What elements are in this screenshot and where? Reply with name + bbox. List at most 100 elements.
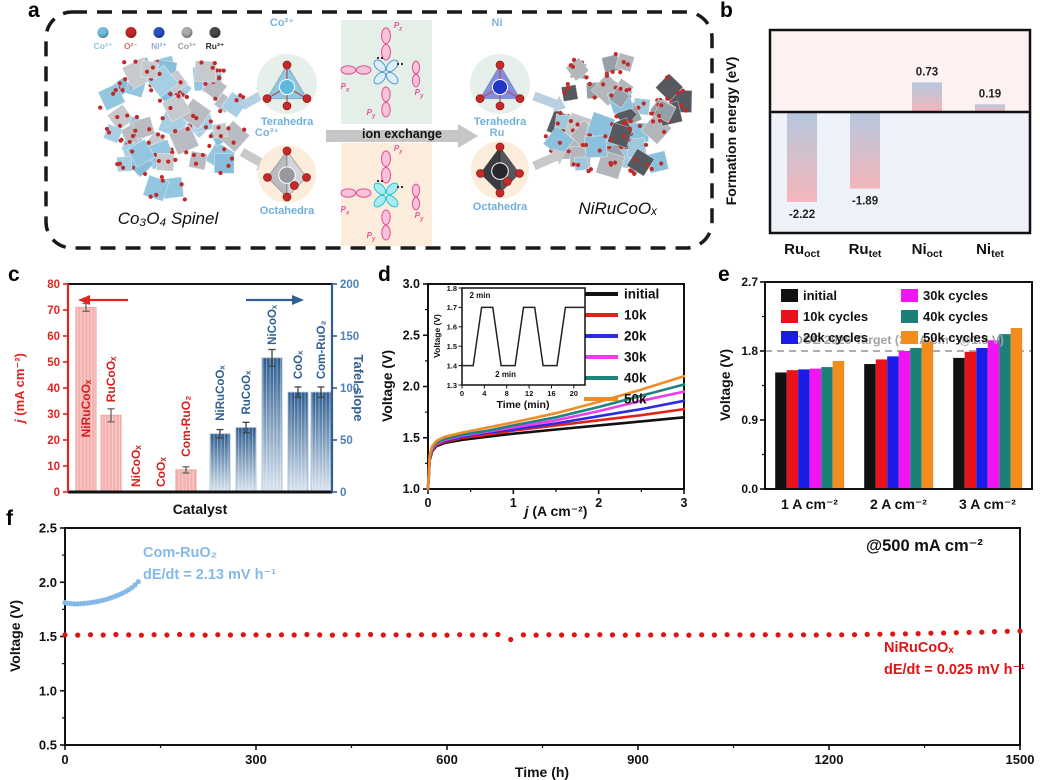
svg-text:1200: 1200 [815, 752, 844, 767]
svg-text:50k: 50k [624, 392, 647, 407]
orbital-pz-label: Pz [393, 21, 403, 33]
svg-text:70: 70 [47, 305, 60, 317]
orbital-py-label: Py [414, 211, 424, 223]
svg-text:1.5: 1.5 [447, 342, 457, 351]
legend-o2-label: O²⁻ [124, 41, 138, 51]
svg-text:0: 0 [54, 487, 60, 499]
svg-text:1: 1 [510, 496, 517, 510]
svg-text:Rutet: Rutet [849, 241, 882, 260]
orbital-py-label: Py [366, 231, 376, 243]
shape-label-tet-right: Terahedra [473, 116, 527, 128]
svg-text:10k cycles: 10k cycles [803, 309, 868, 324]
svg-text:16: 16 [547, 389, 555, 398]
ion-label-ni: Ni [491, 17, 503, 29]
svg-text:0.73: 0.73 [916, 66, 938, 78]
svg-text:50k cycles: 50k cycles [923, 330, 988, 345]
svg-text:0.19: 0.19 [979, 88, 1001, 100]
svg-text:1.3: 1.3 [447, 381, 457, 390]
svg-text:50: 50 [47, 357, 60, 369]
svg-text:NiCoOₓ: NiCoOₓ [267, 304, 279, 345]
svg-text:DOE 2026 Target (3.0 A cm⁻²@1.: DOE 2026 Target (3.0 A cm⁻²@1.8 V) [794, 333, 1004, 347]
svg-text:200: 200 [340, 279, 359, 291]
svg-text:Time (min): Time (min) [497, 399, 550, 411]
svg-text:20k cycles: 20k cycles [803, 330, 868, 345]
svg-text:600: 600 [436, 752, 458, 767]
svg-text:NiRuCoOₓ: NiRuCoOₓ [79, 379, 93, 437]
panel-c-label: c [8, 263, 20, 286]
svg-text:Voltage (V): Voltage (V) [7, 600, 23, 672]
svg-text:8: 8 [505, 389, 509, 398]
svg-text:80: 80 [47, 279, 60, 291]
panel-e-label: e [718, 263, 730, 286]
svg-text:Com-RuO₂: Com-RuO₂ [143, 545, 217, 561]
ion-exchange-label: ion exchange [362, 127, 442, 141]
svg-text:0.5: 0.5 [39, 738, 57, 753]
shape-label-oct-left: Octahedra [259, 205, 315, 217]
legend-co3-label: Co³⁺ [177, 41, 197, 51]
orbital-py-label: Py [366, 108, 376, 120]
svg-text:0: 0 [340, 487, 346, 499]
svg-text:12: 12 [525, 389, 533, 398]
svg-text:1.6: 1.6 [447, 323, 457, 332]
svg-text:40: 40 [47, 383, 60, 395]
svg-text:2.0: 2.0 [403, 380, 420, 394]
svg-text:10k: 10k [624, 308, 647, 323]
svg-text:1.0: 1.0 [39, 683, 57, 698]
svg-text:0: 0 [460, 389, 464, 398]
svg-text:1.8: 1.8 [447, 284, 457, 293]
svg-text:2.0: 2.0 [39, 575, 57, 590]
svg-text:3 A cm⁻²: 3 A cm⁻² [959, 496, 1016, 512]
ion-label-co3: Co³⁺ [254, 127, 280, 139]
cycling-voltage-bars-chart: DOE 2026 Target (3.0 A cm⁻²@1.8 V) 0.0 0.9… [717, 275, 1033, 512]
svg-text:initial: initial [624, 287, 659, 302]
legend-co2-label: Co²⁺ [93, 41, 113, 51]
legend-co3-dot [181, 27, 193, 38]
shape-label-oct-right: Octahedra [472, 201, 528, 213]
svg-text:2: 2 [595, 496, 602, 510]
svg-text:Com-RuO₂: Com-RuO₂ [316, 320, 328, 379]
svg-text:1 A cm⁻²: 1 A cm⁻² [781, 496, 838, 512]
svg-text:j (A cm⁻²): j (A cm⁻²) [523, 503, 588, 519]
svg-text:Com-RuO₂: Com-RuO₂ [179, 396, 193, 457]
svg-text:20k: 20k [624, 329, 647, 344]
activity-tafel-chart: 0 10 20 30 40 50 60 70 80 0 50 100 150 200 NiRuCoOₓ RuC… [12, 279, 366, 517]
svg-text:Voltage (V): Voltage (V) [432, 314, 442, 358]
svg-text:20: 20 [570, 389, 578, 398]
panel-f-label: f [6, 507, 13, 530]
polarization-curves-chart: 0 1 2 31.01.52.02.53.0initial10k20k30k40k50… [379, 277, 688, 519]
svg-text:1.5: 1.5 [403, 431, 420, 445]
svg-text:2 min: 2 min [495, 370, 516, 379]
svg-text:300: 300 [245, 752, 267, 767]
svg-text:3: 3 [681, 496, 688, 510]
svg-text:-1.89: -1.89 [852, 196, 878, 208]
svg-text:1.7: 1.7 [447, 303, 457, 312]
svg-text:0.9: 0.9 [741, 413, 758, 427]
svg-text:2 A cm⁻²: 2 A cm⁻² [870, 496, 927, 512]
panel-a-diagram: Co²⁺ O²⁻ Ni²⁺ Co³⁺ Ru³⁺ Co²⁺ Terahedra C… [20, 6, 720, 256]
svg-text:RuCoOₓ: RuCoOₓ [104, 356, 118, 402]
panel-b-label: b [720, 0, 733, 22]
svg-text:10: 10 [47, 461, 60, 473]
svg-text:dE/dt = 0.025 mV h⁻¹: dE/dt = 0.025 mV h⁻¹ [884, 662, 1025, 678]
svg-text:2.5: 2.5 [39, 521, 57, 536]
svg-text:2 min: 2 min [469, 291, 490, 300]
svg-text:0.0: 0.0 [741, 482, 758, 496]
ion-label-ru: Ru [489, 127, 505, 139]
orbital-py-label: Py [414, 88, 424, 100]
svg-text:Tafel slope: Tafel slope [351, 355, 366, 422]
svg-text:0: 0 [425, 496, 432, 510]
svg-text:30k cycles: 30k cycles [923, 288, 988, 303]
svg-text:30k: 30k [624, 350, 647, 365]
svg-text:2.5: 2.5 [403, 328, 420, 342]
svg-text:@500 mA cm⁻²: @500 mA cm⁻² [866, 537, 983, 555]
svg-text:Nitet: Nitet [976, 241, 1004, 260]
legend-ru3-label: Ru³⁺ [205, 41, 225, 51]
panel-a-canvas [44, 10, 714, 250]
legend-ni2-dot [153, 27, 165, 38]
panel-a-label: a [28, 0, 40, 22]
spinel-label: Co₃O₄ Spinel [117, 209, 219, 228]
legend-o2-dot [125, 27, 137, 38]
svg-text:Ruoct: Ruoct [784, 241, 820, 260]
svg-text:Catalyst: Catalyst [173, 501, 228, 517]
